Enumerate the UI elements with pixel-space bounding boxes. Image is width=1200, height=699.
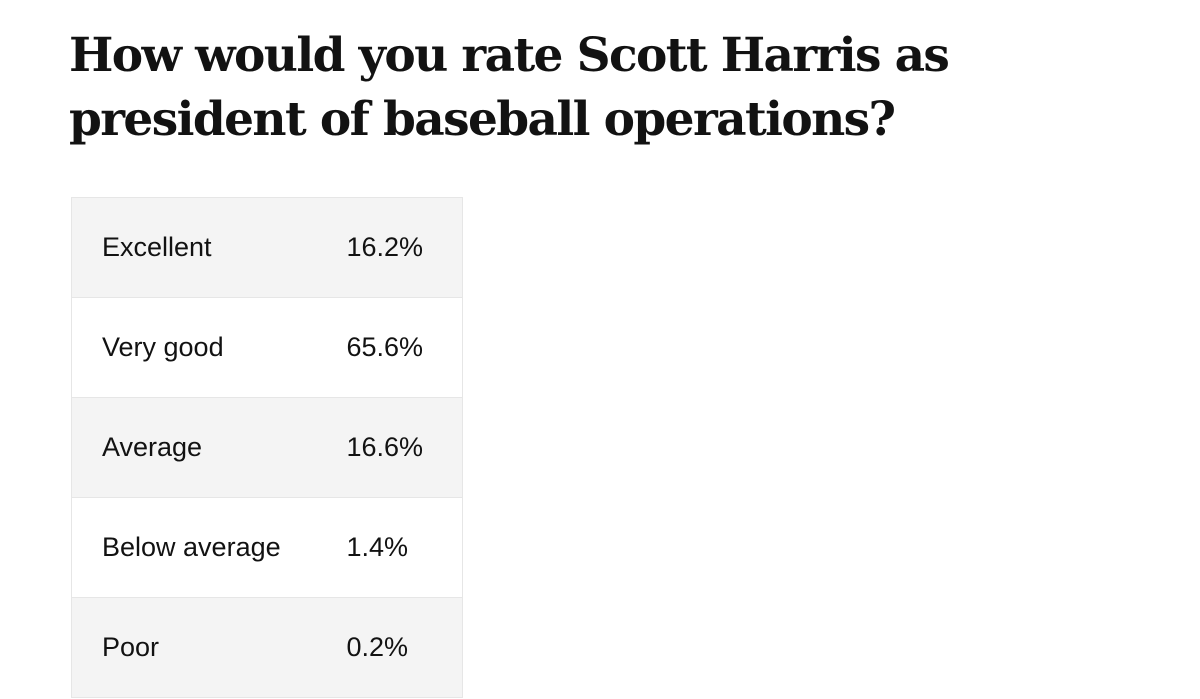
rating-label: Poor xyxy=(71,597,317,698)
rating-percentage: 1.4% xyxy=(316,497,463,598)
rating-percentage: 16.6% xyxy=(316,397,463,498)
table-row: Excellent 16.2% xyxy=(71,197,463,298)
rating-label: Very good xyxy=(71,297,317,398)
rating-percentage: 16.2% xyxy=(316,197,463,298)
table-row: Very good 65.6% xyxy=(71,297,463,398)
rating-percentage: 65.6% xyxy=(316,297,463,398)
rating-label: Average xyxy=(71,397,317,498)
table-row: Poor 0.2% xyxy=(71,597,463,698)
table-row: Below average 1.4% xyxy=(71,497,463,598)
rating-label: Excellent xyxy=(71,197,317,298)
poll-results-table: Excellent 16.2% Very good 65.6% Average 16.6%… xyxy=(71,197,463,698)
table-row: Average 16.6% xyxy=(71,397,463,498)
poll-results-body: Excellent 16.2% Very good 65.6% Average 16.6%… xyxy=(71,197,463,698)
rating-percentage: 0.2% xyxy=(316,597,463,698)
rating-label: Below average xyxy=(71,497,317,598)
page-title: How would you rate Scott Harris as presi… xyxy=(69,28,950,147)
